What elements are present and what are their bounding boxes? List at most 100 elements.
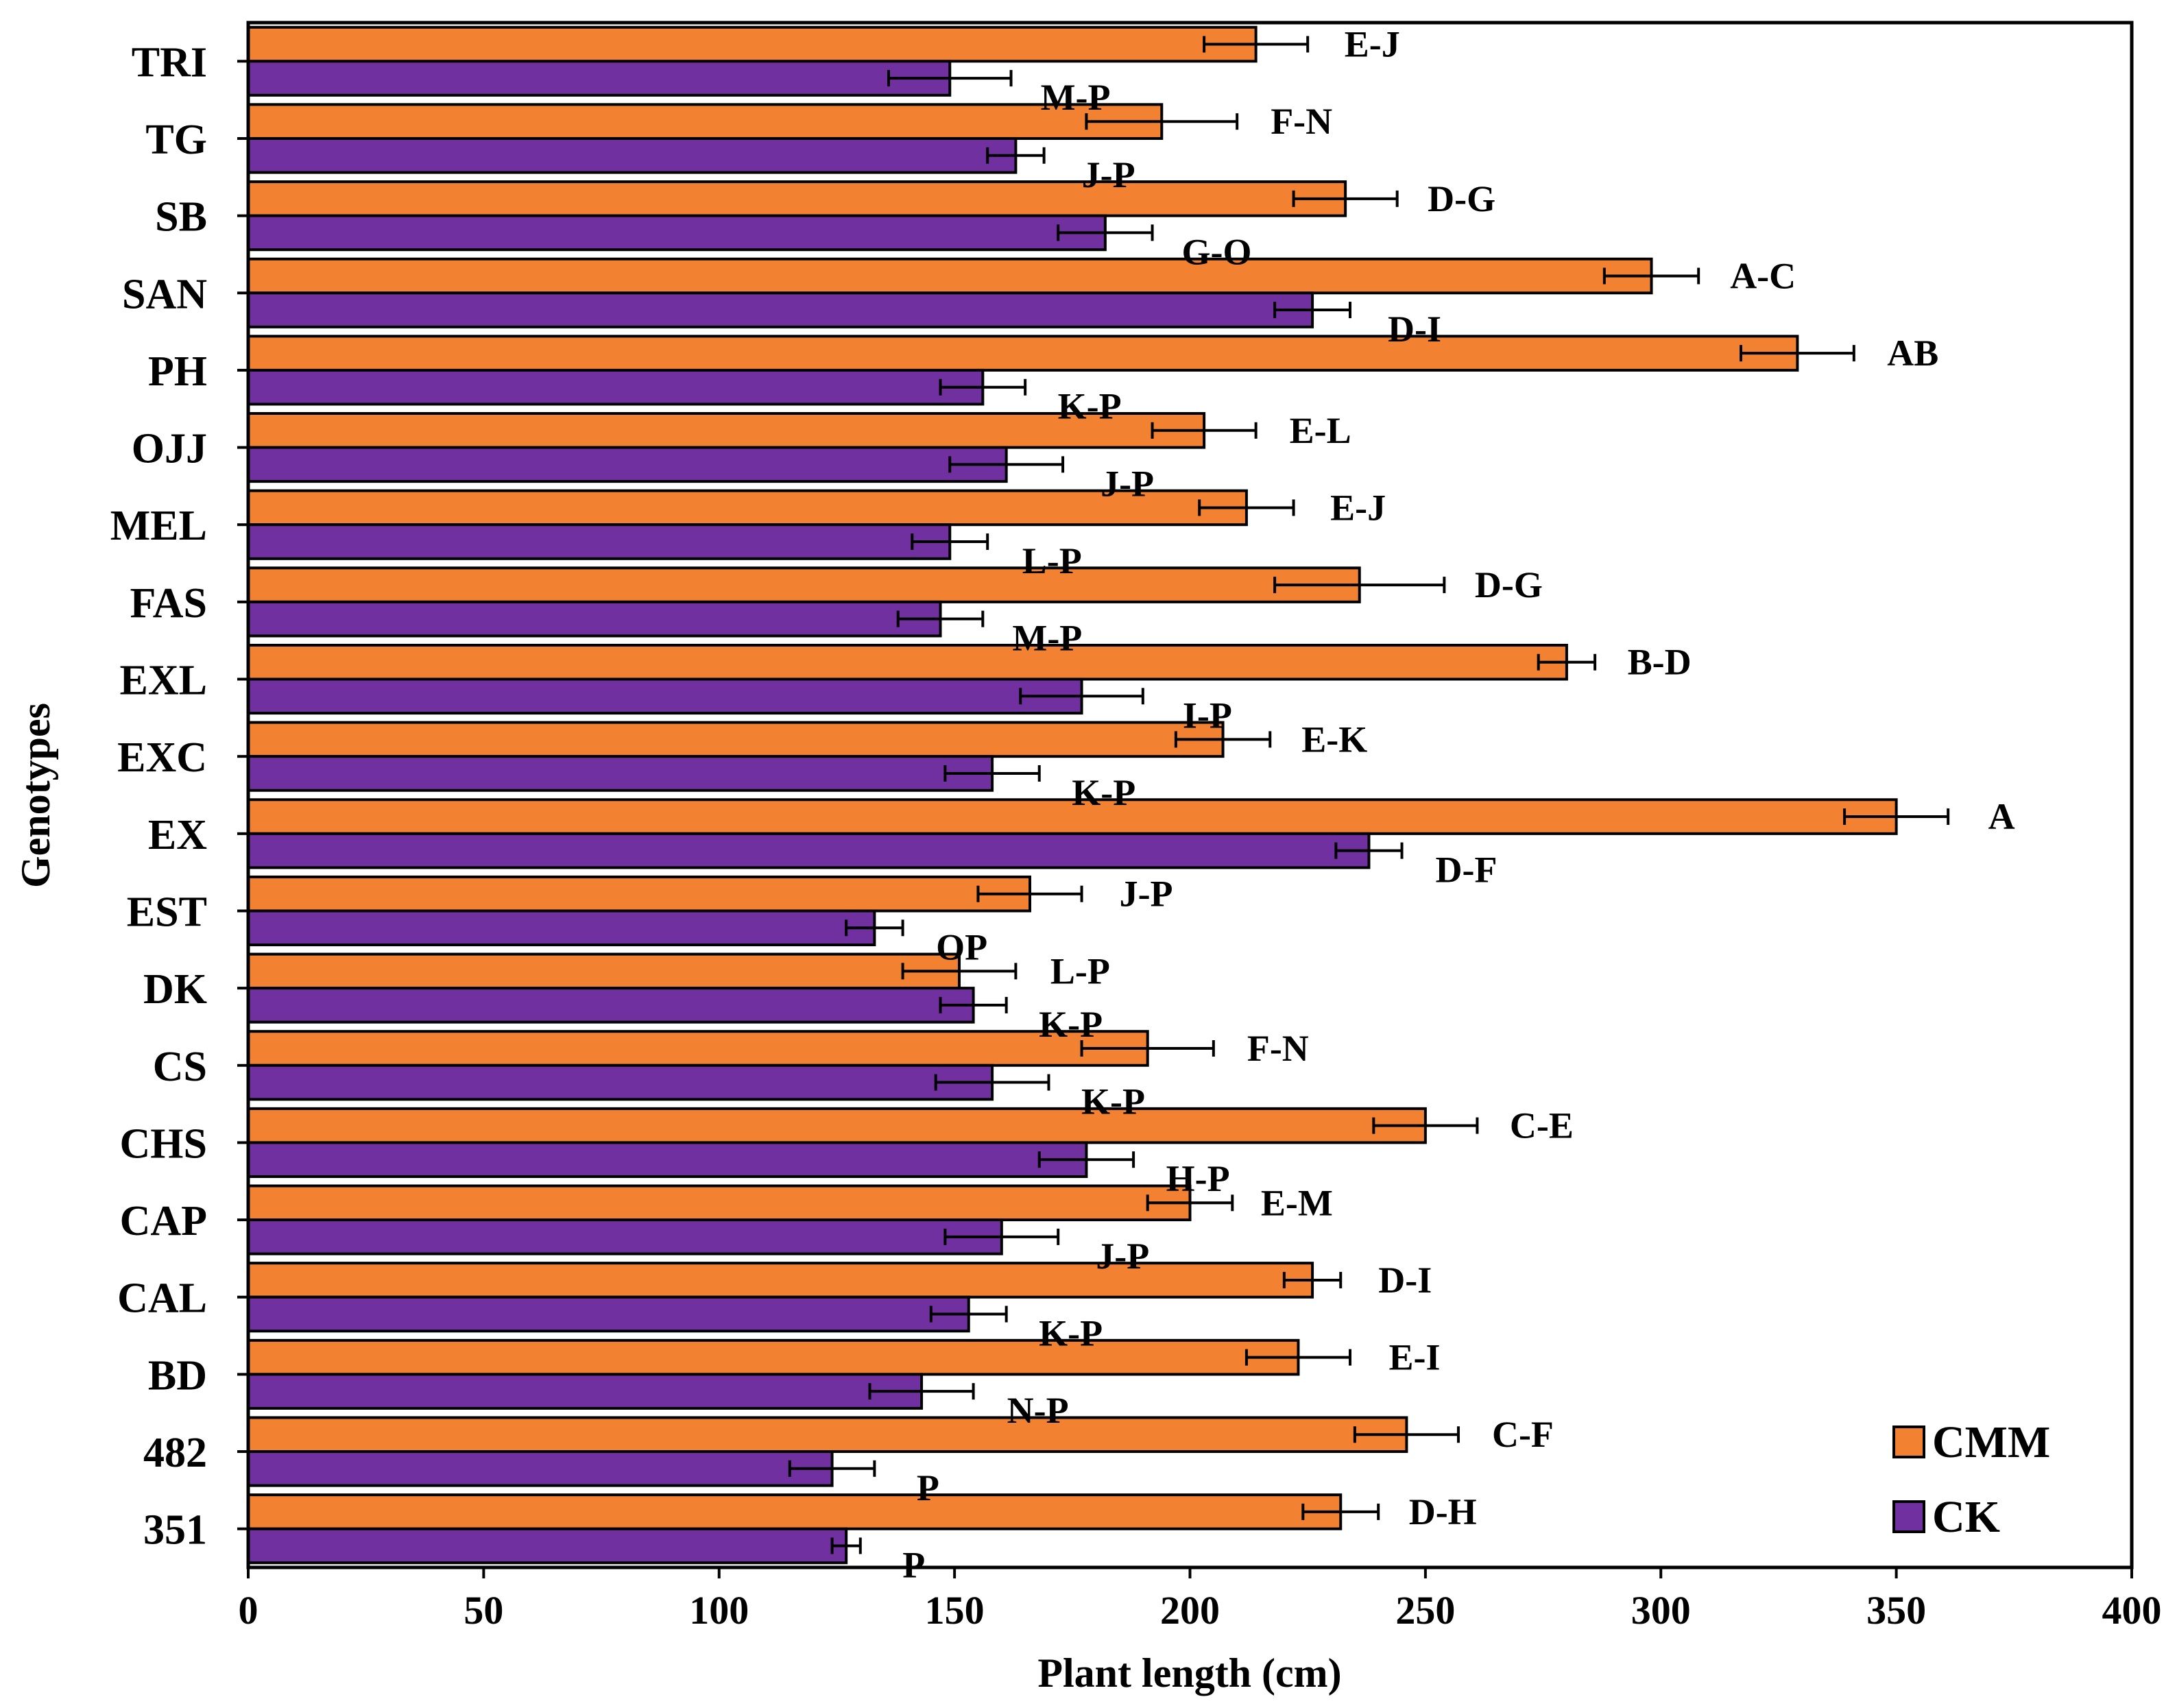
error-bar-cmm-sb: [1292, 190, 1399, 207]
category-label-sb: SB: [155, 194, 207, 241]
significance-label-ck-san: D-I: [1388, 309, 1441, 350]
x-tick-label-300: 300: [1631, 1588, 1691, 1633]
error-bar-cmm-chs: [1372, 1117, 1479, 1134]
significance-label-ck-tg: J-P: [1082, 154, 1135, 195]
x-tick-label-350: 350: [1866, 1588, 1926, 1633]
bar-ck-fas: [247, 600, 942, 638]
error-bar-ck-ex: [1334, 842, 1404, 859]
error-bar-cmm-cap: [1146, 1194, 1234, 1212]
legend-swatch-ck: [1892, 1500, 1925, 1533]
category-label-dk: DK: [143, 966, 207, 1013]
bar-ck-cal: [247, 1295, 970, 1333]
error-bar-cmm-exc: [1174, 731, 1272, 748]
category-label-tg: TG: [145, 117, 207, 163]
bar-cmm-cap: [247, 1184, 1192, 1222]
category-label-cal: CAL: [117, 1275, 207, 1322]
significance-label-cmm-ex: A: [1988, 796, 2015, 837]
significance-label-ck-dk: K-P: [1039, 1004, 1103, 1045]
significance-label-ck-sb: G-O: [1182, 231, 1252, 272]
significance-label-cmm-bd: E-I: [1388, 1337, 1440, 1378]
error-bar-cmm-est: [976, 885, 1083, 902]
error-bar-cmm-cal: [1282, 1271, 1343, 1288]
error-bar-cmm-ojj: [1151, 422, 1258, 439]
legend-swatch-cmm: [1892, 1426, 1925, 1458]
bar-cmm-san: [247, 257, 1653, 295]
significance-label-cmm-tg: F-N: [1271, 101, 1332, 142]
error-bar-ck-sb: [1057, 224, 1154, 241]
bar-cmm-tri: [247, 25, 1258, 63]
significance-label-cmm-351: D-H: [1409, 1491, 1477, 1532]
category-label-mel: MEL: [110, 503, 207, 549]
bar-cmm-tg: [247, 103, 1164, 140]
error-bar-ck-tri: [887, 70, 1013, 87]
significance-label-cmm-est: J-P: [1120, 874, 1173, 915]
category-label-tri: TRI: [132, 39, 207, 86]
error-bar-ck-dk: [939, 996, 1008, 1013]
significance-label-ck-exc: K-P: [1072, 772, 1135, 813]
y-axis-title: Genotypes: [13, 703, 58, 888]
significance-label-cmm-482: C-F: [1492, 1414, 1554, 1455]
significance-label-cmm-san: A-C: [1730, 255, 1796, 296]
bar-ck-est: [247, 909, 876, 947]
significance-label-ck-exl: I-P: [1183, 695, 1232, 736]
category-label-cap: CAP: [120, 1198, 207, 1244]
significance-label-cmm-dk: L-P: [1050, 950, 1110, 991]
x-axis-title: Plant length (cm): [1037, 1650, 1341, 1696]
legend-item-ck: CK: [1892, 1492, 2000, 1542]
bar-cmm-cal: [247, 1262, 1314, 1299]
error-bar-ck-mel: [911, 533, 989, 551]
bar-cmm-ph: [247, 335, 1799, 372]
error-bar-ck-351: [830, 1537, 862, 1554]
bar-ck-sb: [247, 214, 1107, 252]
significance-label-ck-cal: K-P: [1039, 1313, 1103, 1354]
bar-ck-351: [247, 1527, 848, 1565]
significance-label-cmm-mel: E-J: [1330, 487, 1386, 528]
plot-frame: [246, 21, 2134, 1569]
bar-cmm-est: [247, 875, 1032, 913]
error-bar-cmm-351: [1301, 1503, 1380, 1520]
bar-ck-exl: [247, 677, 1083, 715]
bar-ck-ojj: [247, 446, 1008, 483]
category-label-351: 351: [143, 1507, 207, 1554]
error-bar-cmm-cs: [1080, 1039, 1215, 1057]
error-bar-cmm-ex: [1843, 808, 1950, 826]
error-bar-ck-ph: [939, 378, 1027, 396]
bar-ck-bd: [247, 1373, 924, 1410]
category-label-est: EST: [127, 889, 207, 935]
significance-label-ck-chs: H-P: [1166, 1158, 1230, 1199]
error-bar-cmm-482: [1353, 1426, 1460, 1443]
bar-cmm-bd: [247, 1338, 1300, 1376]
error-bar-cmm-fas: [1273, 577, 1446, 594]
error-bar-cmm-dk: [901, 963, 1018, 980]
error-bar-ck-cal: [929, 1306, 1008, 1323]
significance-label-cmm-cal: D-I: [1378, 1260, 1432, 1301]
significance-label-ck-bd: N-P: [1007, 1390, 1069, 1431]
error-bar-ck-san: [1273, 302, 1351, 319]
error-bar-ck-exc: [943, 765, 1041, 782]
significance-label-ck-351: P: [902, 1544, 925, 1585]
bar-cmm-chs: [247, 1107, 1427, 1144]
significance-label-cmm-fas: D-G: [1475, 564, 1543, 605]
significance-label-ck-cs: K-P: [1081, 1081, 1145, 1122]
category-label-fas: FAS: [130, 580, 207, 627]
bar-cmm-fas: [247, 566, 1361, 603]
x-tick-label-400: 400: [2102, 1588, 2162, 1633]
bar-cmm-482: [247, 1416, 1408, 1454]
error-bar-ck-ojj: [948, 456, 1065, 473]
x-tick-label-100: 100: [689, 1588, 749, 1633]
error-bar-cmm-tri: [1203, 36, 1310, 53]
error-bar-ck-bd: [868, 1383, 975, 1400]
significance-label-cmm-exc: E-K: [1301, 719, 1367, 760]
significance-label-cmm-chs: C-E: [1510, 1105, 1574, 1146]
bar-ck-482: [247, 1450, 834, 1487]
category-label-cs: CS: [153, 1044, 207, 1090]
error-bar-ck-482: [788, 1460, 876, 1477]
significance-label-ck-est: OP: [936, 926, 987, 967]
bar-ck-cs: [247, 1063, 994, 1101]
significance-label-ck-fas: M-P: [1012, 618, 1082, 659]
bar-ck-tri: [247, 60, 952, 97]
significance-label-cmm-ojj: E-L: [1290, 410, 1351, 451]
bar-ck-cap: [247, 1218, 1003, 1255]
bar-cmm-351: [247, 1493, 1343, 1530]
error-bar-cmm-tg: [1085, 113, 1239, 130]
